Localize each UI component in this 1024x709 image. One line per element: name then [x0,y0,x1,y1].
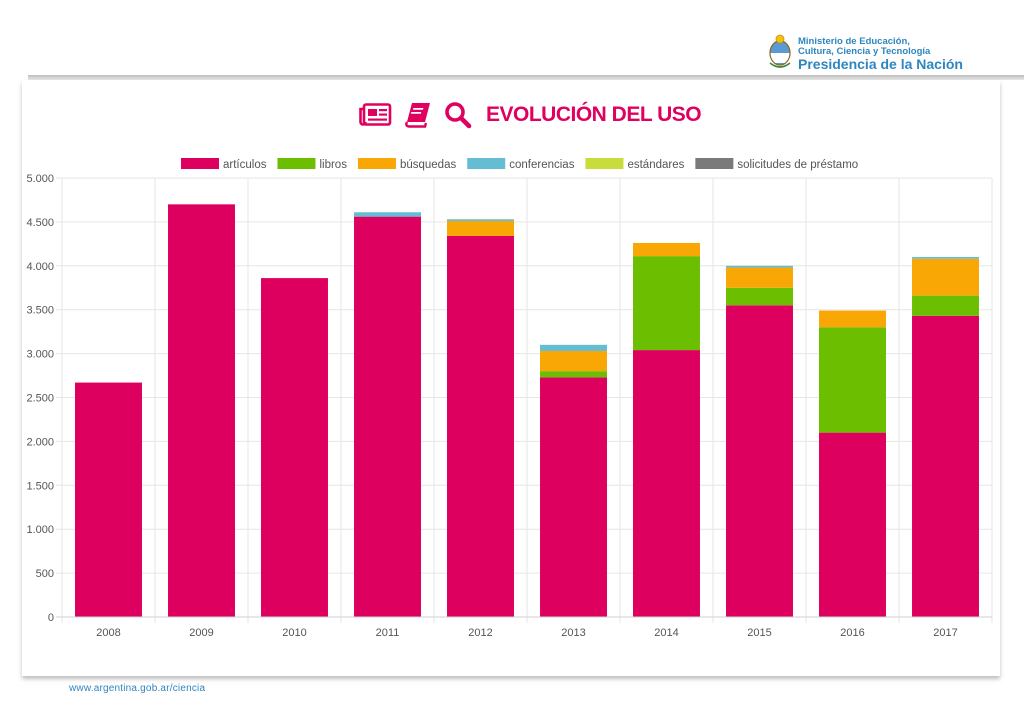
bar-segment[interactable] [540,377,607,617]
chart-legend: artículos libros búsquedas conferencias está… [181,158,858,171]
x-tick-label: 2015 [747,627,771,639]
bar-segment[interactable] [447,221,514,236]
legend-label[interactable]: solicitudes de préstamo [737,159,858,171]
bar-segment[interactable] [633,256,700,351]
legend-label[interactable]: libros [319,159,347,171]
coat-of-arms-icon [769,34,791,68]
y-tick-label: 2.000 [26,436,54,448]
bar-segment[interactable] [726,265,793,268]
footer-url[interactable]: www.argentina.gob.ar/ciencia [69,683,206,694]
y-tick-label: 1.000 [26,524,54,536]
bar-segment[interactable] [354,212,421,217]
x-tick-label: 2014 [654,627,678,639]
legend-label[interactable]: artículos [223,159,267,171]
ministry-line1: Ministerio de Educación, [798,36,910,47]
y-tick-label: 500 [36,568,54,580]
legend-swatch[interactable] [181,158,219,169]
bar-segment[interactable] [819,310,886,328]
x-tick-label: 2011 [376,627,400,639]
x-tick-label: 2016 [840,627,864,639]
y-tick-label: 2.500 [26,393,54,405]
search-icon [445,102,472,129]
bar-segment[interactable] [912,257,979,259]
bar-segment[interactable] [75,382,142,617]
bar-segment[interactable] [447,235,514,617]
bar-segment[interactable] [540,371,607,378]
ministry-logo: Ministerio de Educación, Cultura, Cienci… [766,33,1006,73]
bar-segment[interactable] [912,258,979,296]
x-tick-label: 2008 [96,627,120,639]
newspaper-icon [359,103,392,126]
legend-swatch[interactable] [695,158,734,169]
x-tick-label: 2013 [561,627,585,639]
x-tick-label: 2010 [282,627,306,639]
book-icon [405,103,430,128]
chart-bars [75,204,979,617]
legend-label[interactable]: estándares [627,159,684,171]
ministry-line3: Presidencia de la Nación [798,56,963,72]
legend-swatch[interactable] [357,158,396,169]
x-tick-label: 2009 [189,627,213,639]
bar-segment[interactable] [912,315,979,617]
ministry-line2: Cultura, Ciencia y Tecnología [798,46,931,57]
y-tick-label: 0 [48,612,54,624]
legend-swatch[interactable] [585,158,624,169]
chart-title-row: EVOLUCIÓN DEL USO [358,100,702,130]
legend-label[interactable]: búsquedas [400,159,457,171]
chart-title: EVOLUCIÓN DEL USO [486,103,702,126]
chart-axes: 0 500 1.000 1.500 2.000 2.500 3.000 3.500 4.000 4… [26,173,992,639]
y-tick-label: 4.000 [26,261,54,273]
bar-segment[interactable] [912,295,979,316]
bar-segment[interactable] [261,278,328,617]
bar-segment[interactable] [354,216,421,617]
y-tick-label: 5.000 [26,173,54,185]
y-tick-label: 4.500 [26,217,54,229]
bar-segment[interactable] [819,432,886,617]
legend-label[interactable]: conferencias [509,159,574,171]
x-tick-label: 2017 [933,627,957,639]
bar-segment[interactable] [633,242,700,257]
legend-swatch[interactable] [467,158,506,169]
bar-segment[interactable] [726,305,793,617]
bar-segment[interactable] [633,350,700,617]
bar-segment[interactable] [540,350,607,372]
bar-segment[interactable] [819,327,886,433]
bar-segment[interactable] [726,267,793,288]
bar-segment[interactable] [447,219,514,222]
y-tick-label: 3.500 [26,305,54,317]
y-tick-label: 1.500 [26,480,54,492]
header-rule [28,75,1024,80]
x-tick-label: 2012 [468,627,492,639]
bar-segment[interactable] [726,287,793,306]
bar-segment[interactable] [540,344,607,351]
legend-swatch[interactable] [277,158,316,169]
y-tick-label: 3.000 [26,349,54,361]
bar-segment[interactable] [168,204,235,617]
